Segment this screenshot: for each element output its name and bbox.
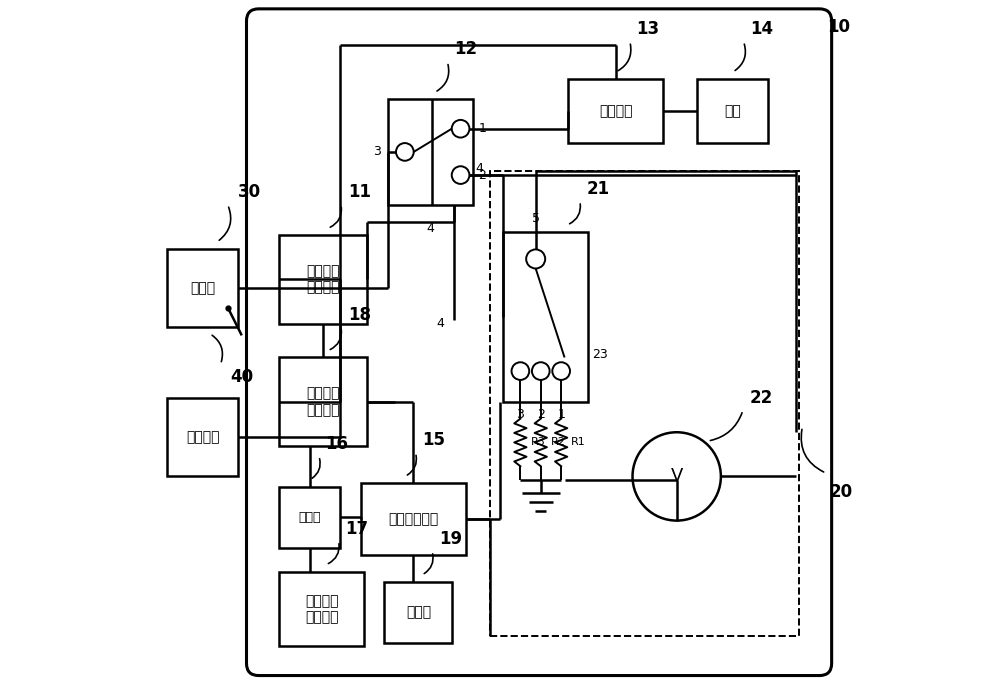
Text: 存储器: 存储器 bbox=[298, 511, 321, 524]
Text: 4: 4 bbox=[426, 221, 434, 234]
Text: 3: 3 bbox=[373, 146, 381, 159]
Text: V: V bbox=[671, 467, 683, 486]
Text: 20: 20 bbox=[830, 483, 853, 501]
Text: 充电电路: 充电电路 bbox=[599, 104, 632, 118]
Text: 工作模式
控制模块: 工作模式 控制模块 bbox=[307, 264, 340, 294]
Text: 适配器: 适配器 bbox=[190, 281, 215, 295]
Text: 13: 13 bbox=[637, 20, 660, 38]
Text: 1: 1 bbox=[478, 122, 486, 136]
FancyBboxPatch shape bbox=[384, 582, 452, 643]
FancyBboxPatch shape bbox=[388, 99, 473, 204]
Text: 4: 4 bbox=[475, 162, 483, 175]
Text: 15: 15 bbox=[422, 431, 445, 449]
Text: 16: 16 bbox=[326, 434, 349, 453]
FancyBboxPatch shape bbox=[247, 9, 832, 676]
FancyBboxPatch shape bbox=[361, 484, 466, 554]
Text: 14: 14 bbox=[750, 20, 773, 38]
Text: 性能检测
功能开关: 性能检测 功能开关 bbox=[307, 387, 340, 417]
Text: 5: 5 bbox=[532, 212, 540, 225]
Text: R1: R1 bbox=[571, 437, 586, 447]
Text: 30: 30 bbox=[238, 183, 261, 201]
Text: 2: 2 bbox=[478, 169, 486, 182]
Text: 12: 12 bbox=[454, 40, 477, 59]
Text: 供电电源: 供电电源 bbox=[186, 430, 219, 444]
Text: 18: 18 bbox=[348, 306, 371, 323]
Text: 10: 10 bbox=[828, 18, 851, 35]
FancyBboxPatch shape bbox=[279, 235, 367, 323]
FancyBboxPatch shape bbox=[279, 358, 367, 446]
FancyBboxPatch shape bbox=[167, 398, 238, 477]
Text: 22: 22 bbox=[750, 389, 773, 407]
FancyBboxPatch shape bbox=[697, 79, 768, 144]
FancyBboxPatch shape bbox=[167, 249, 238, 327]
Text: 3: 3 bbox=[516, 409, 524, 422]
Text: 21: 21 bbox=[587, 180, 610, 197]
Text: 2: 2 bbox=[537, 409, 545, 422]
FancyBboxPatch shape bbox=[279, 571, 364, 646]
Text: 17: 17 bbox=[345, 520, 369, 537]
Text: 电池: 电池 bbox=[724, 104, 741, 118]
Text: 1: 1 bbox=[557, 409, 565, 422]
Text: 19: 19 bbox=[439, 530, 462, 548]
Text: 4: 4 bbox=[436, 317, 444, 330]
Text: 电流参数
输入模块: 电流参数 输入模块 bbox=[305, 594, 338, 624]
Text: R3: R3 bbox=[531, 437, 545, 447]
Text: R2: R2 bbox=[551, 437, 566, 447]
Text: 23: 23 bbox=[592, 348, 607, 361]
FancyBboxPatch shape bbox=[279, 487, 340, 548]
Text: 40: 40 bbox=[231, 368, 254, 385]
Text: 数值处理模块: 数值处理模块 bbox=[388, 512, 438, 526]
FancyBboxPatch shape bbox=[503, 232, 588, 402]
FancyBboxPatch shape bbox=[568, 79, 663, 144]
Text: 11: 11 bbox=[348, 183, 371, 201]
Text: 显示屏: 显示屏 bbox=[406, 605, 431, 619]
